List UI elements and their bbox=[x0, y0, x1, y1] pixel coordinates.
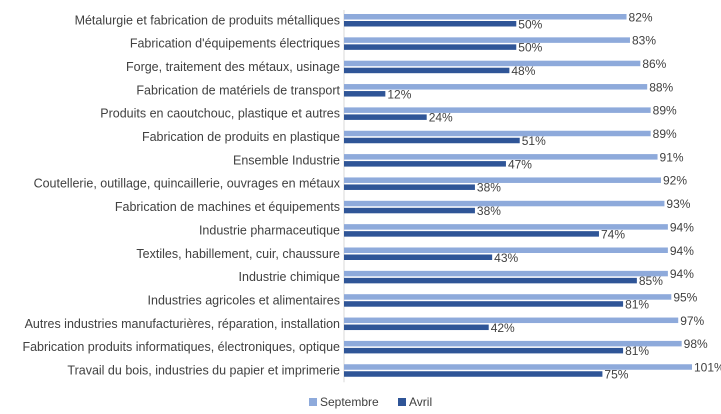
value-label-septembre: 94% bbox=[670, 244, 694, 258]
category-label: Industries agricoles et alimentaires bbox=[148, 293, 340, 307]
bar-septembre bbox=[344, 200, 665, 207]
labels-layer: Métalurgie et fabrication de produits mé… bbox=[22, 10, 721, 381]
legend-swatch bbox=[398, 398, 406, 406]
bar-septembre bbox=[344, 247, 668, 253]
category-label: Autres industries manufacturières, répar… bbox=[25, 317, 340, 331]
bar-avril bbox=[344, 21, 517, 27]
value-label-avril: 43% bbox=[494, 251, 518, 265]
value-label-septembre: 98% bbox=[684, 337, 708, 351]
bar-avril bbox=[344, 161, 506, 167]
category-label: Fabrication de machines et équipements bbox=[115, 200, 340, 214]
value-label-avril: 85% bbox=[639, 274, 663, 288]
category-label: Fabrication de produits en plastique bbox=[142, 130, 340, 144]
value-label-septembre: 97% bbox=[680, 314, 704, 328]
category-label: Fabrication produits informatiques, élec… bbox=[22, 340, 340, 354]
value-label-avril: 74% bbox=[601, 227, 625, 241]
value-label-septembre: 83% bbox=[632, 34, 656, 48]
category-label: Ensemble Industrie bbox=[233, 153, 340, 167]
value-label-avril: 81% bbox=[625, 344, 649, 358]
value-label-avril: 50% bbox=[518, 17, 542, 31]
category-label: Industrie pharmaceutique bbox=[199, 223, 340, 237]
legend: Septembre Avril bbox=[309, 395, 432, 409]
bar-septembre bbox=[344, 224, 668, 230]
value-label-septembre: 94% bbox=[670, 220, 694, 234]
bar-septembre bbox=[344, 60, 641, 67]
bar-septembre bbox=[344, 270, 668, 277]
bar-avril bbox=[344, 254, 493, 260]
legend-swatch bbox=[309, 398, 317, 406]
value-label-septembre: 92% bbox=[663, 174, 687, 188]
value-label-septembre: 89% bbox=[653, 127, 677, 141]
bar-septembre bbox=[344, 294, 672, 300]
category-label: Forge, traitement des métaux, usinage bbox=[126, 60, 340, 74]
bar-septembre bbox=[344, 340, 682, 347]
value-label-avril: 50% bbox=[518, 41, 542, 55]
legend-label: Septembre bbox=[320, 395, 379, 409]
value-label-avril: 51% bbox=[522, 134, 546, 148]
value-label-septembre: 93% bbox=[666, 197, 690, 211]
bar-avril bbox=[344, 137, 520, 144]
category-label: Fabrication de matériels de transport bbox=[136, 83, 340, 97]
category-label: Travail du bois, industries du papier et… bbox=[67, 364, 340, 378]
legend-label: Avril bbox=[409, 395, 432, 409]
bar-avril bbox=[344, 207, 475, 214]
value-label-avril: 38% bbox=[477, 204, 501, 218]
bars-layer bbox=[344, 14, 692, 377]
category-label: Fabrication d'équipements électriques bbox=[130, 37, 340, 51]
value-label-septembre: 95% bbox=[673, 290, 697, 304]
bar-avril bbox=[344, 67, 510, 74]
value-label-avril: 48% bbox=[511, 64, 535, 78]
category-label: Industrie chimique bbox=[239, 270, 340, 284]
value-label-avril: 38% bbox=[477, 181, 501, 195]
bar-avril bbox=[344, 184, 475, 190]
value-label-avril: 42% bbox=[491, 321, 515, 335]
bar-avril bbox=[344, 44, 517, 50]
category-label: Coutellerie, outillage, quincaillerie, o… bbox=[34, 177, 341, 191]
bar-avril bbox=[344, 301, 624, 307]
value-label-avril: 47% bbox=[508, 157, 532, 171]
value-label-avril: 81% bbox=[625, 297, 649, 311]
bar-septembre bbox=[344, 130, 651, 137]
category-label: Métalurgie et fabrication de produits mé… bbox=[75, 13, 340, 27]
value-label-septembre: 101% bbox=[694, 361, 721, 375]
bar-avril bbox=[344, 371, 603, 377]
category-label: Produits en caoutchouc, plastique et aut… bbox=[100, 107, 340, 121]
bar-avril bbox=[344, 231, 599, 237]
value-label-septembre: 86% bbox=[642, 57, 666, 71]
bar-septembre bbox=[344, 154, 658, 160]
value-label-septembre: 88% bbox=[649, 80, 673, 94]
bar-avril bbox=[344, 114, 427, 120]
bar-septembre bbox=[344, 177, 661, 183]
bar-septembre bbox=[344, 14, 627, 20]
value-label-septembre: 94% bbox=[670, 267, 694, 281]
bar-avril bbox=[344, 277, 637, 284]
value-label-septembre: 89% bbox=[653, 104, 677, 118]
bar-avril bbox=[344, 347, 624, 354]
bar-septembre bbox=[344, 317, 679, 324]
value-label-avril: 12% bbox=[387, 87, 411, 101]
bar-septembre bbox=[344, 107, 651, 113]
value-label-avril: 75% bbox=[604, 368, 628, 382]
category-label: Textiles, habillement, cuir, chaussure bbox=[136, 247, 340, 261]
value-label-avril: 24% bbox=[429, 111, 453, 125]
bar-avril bbox=[344, 324, 489, 331]
bar-septembre bbox=[344, 364, 692, 370]
bar-septembre bbox=[344, 84, 648, 90]
value-label-septembre: 91% bbox=[660, 150, 684, 164]
bar-avril bbox=[344, 91, 386, 97]
bar-septembre bbox=[344, 37, 630, 43]
value-label-septembre: 82% bbox=[629, 10, 653, 24]
